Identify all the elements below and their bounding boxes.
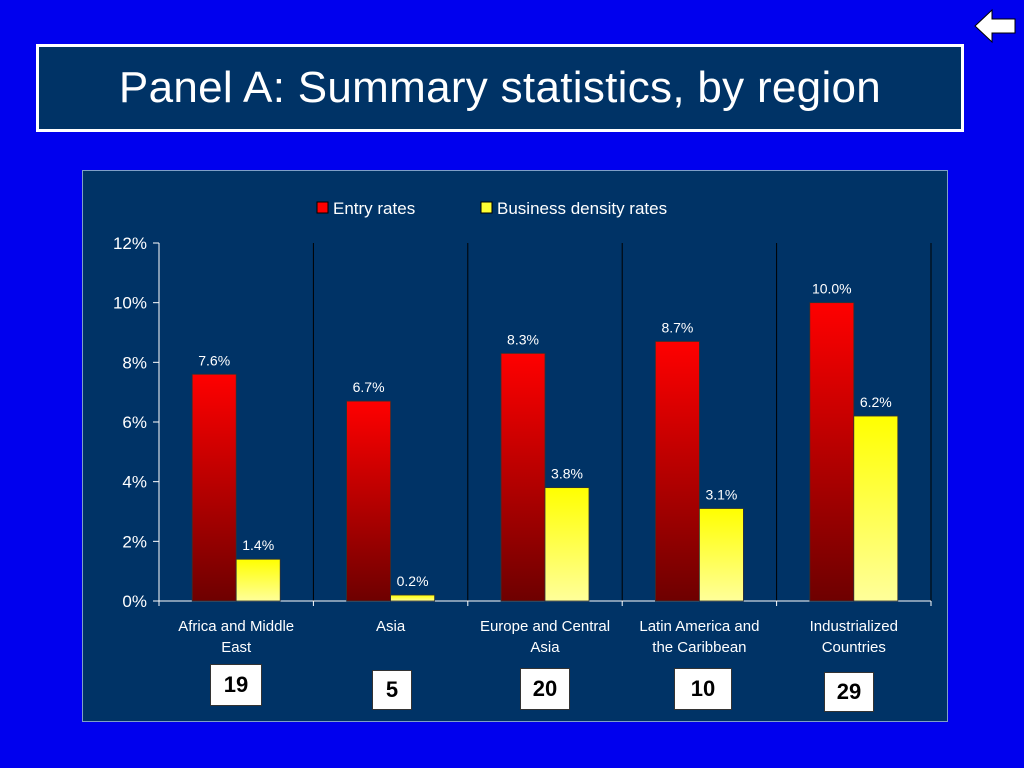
y-tick-label: 10%: [113, 294, 147, 313]
region-count-box: 19: [210, 664, 262, 706]
data-label: 7.6%: [198, 352, 230, 368]
data-label: 1.4%: [242, 537, 274, 553]
legend-swatch: [480, 201, 493, 214]
data-label: 3.1%: [705, 487, 737, 503]
x-tick-label: Asia: [376, 618, 406, 635]
x-tick-label: Countries: [822, 639, 886, 656]
legend-label: Business density rates: [497, 199, 667, 218]
x-tick-label: Europe and Central: [480, 618, 610, 635]
data-label: 6.7%: [353, 379, 385, 395]
y-tick-label: 6%: [122, 413, 147, 432]
data-label: 6.2%: [860, 394, 892, 410]
legend-swatch: [316, 201, 329, 214]
left-arrow-icon: [972, 6, 1018, 46]
data-label: 10.0%: [812, 281, 852, 297]
bar-business-density: [544, 487, 590, 602]
region-count-box: 20: [520, 668, 570, 710]
bar-business-density: [235, 558, 281, 602]
x-tick-label: Latin America and: [639, 618, 759, 635]
legend-label: Entry rates: [333, 199, 415, 218]
bar-business-density: [699, 508, 744, 602]
x-tick-label: Industrialized: [810, 618, 898, 635]
data-label: 8.7%: [661, 319, 693, 335]
page-title: Panel A: Summary statistics, by region: [118, 63, 882, 112]
bar-entry-rate: [655, 341, 700, 602]
y-tick-label: 0%: [122, 592, 147, 611]
bar-chart: 0% 2% 4% 6% 8% 10% 12% 7.6% 6.7% 8.3% 8.7% 10.0% 1.4…: [113, 199, 932, 656]
bar-entry-rate: [191, 373, 237, 602]
x-tick-label: Asia: [530, 639, 560, 656]
region-count-box: 5: [372, 670, 412, 710]
y-tick-label: 8%: [122, 353, 147, 372]
bar-business-density: [390, 594, 436, 602]
bar-entry-rate: [346, 400, 392, 602]
bar-entry-rate: [500, 352, 546, 602]
x-tick-label: the Caribbean: [652, 639, 746, 656]
chart-panel: 0% 2% 4% 6% 8% 10% 12% 7.6% 6.7% 8.3% 8.7% 10.0% 1.4…: [82, 170, 948, 722]
back-button[interactable]: [972, 6, 1018, 46]
region-count-box: 29: [824, 672, 874, 712]
region-count-box: 10: [674, 668, 732, 710]
bar-business-density: [853, 415, 899, 602]
x-tick-label: East: [221, 639, 252, 656]
x-tick-label: Africa and Middle: [178, 618, 294, 635]
y-tick-label: 12%: [113, 234, 147, 253]
bar-entry-rate: [809, 302, 855, 602]
y-tick-label: 4%: [122, 473, 147, 492]
title-box: Panel A: Summary statistics, by region: [36, 44, 964, 132]
data-label: 8.3%: [507, 331, 539, 347]
data-label: 3.8%: [551, 466, 583, 482]
data-label: 0.2%: [397, 573, 429, 589]
y-tick-label: 2%: [122, 532, 147, 551]
